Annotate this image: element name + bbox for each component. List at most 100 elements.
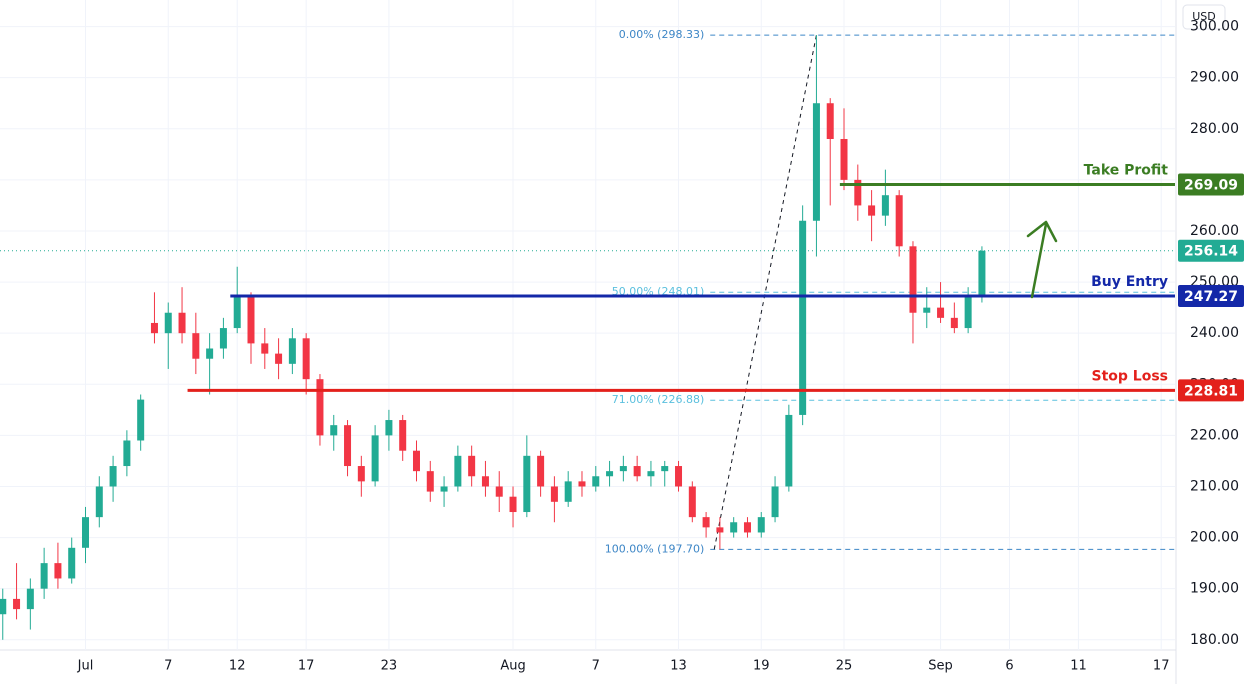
- currency-label: USD: [1192, 10, 1216, 23]
- level-name: Stop Loss: [1092, 368, 1169, 384]
- fib-label: 100.00% (197.70): [605, 542, 705, 555]
- x-tick-label: 13: [670, 659, 687, 674]
- candle-body: [13, 598, 21, 610]
- candle-body: [82, 517, 90, 548]
- candle-body: [688, 486, 696, 518]
- candle-body: [523, 455, 531, 513]
- x-tick-label: 7: [592, 659, 600, 674]
- fib-label: 71.00% (226.88): [612, 393, 705, 406]
- candle-body: [950, 317, 958, 329]
- level-badge-label: 269.09: [1184, 178, 1238, 194]
- level-badge-label: 228.81: [1184, 383, 1238, 399]
- candle-body: [109, 466, 117, 487]
- y-tick-label: 290.00: [1190, 70, 1239, 86]
- candle-body: [495, 486, 503, 497]
- currency-box[interactable]: [1182, 4, 1226, 30]
- candle-body: [178, 312, 186, 334]
- candle-body: [578, 481, 586, 487]
- candle-body: [550, 486, 558, 502]
- candle-body: [344, 425, 352, 467]
- candle-body: [192, 333, 200, 359]
- y-tick-label: 190.00: [1190, 581, 1239, 597]
- fib-label: 0.00% (298.33): [619, 28, 705, 41]
- candle-body: [219, 328, 227, 349]
- candle-body: [440, 486, 448, 492]
- x-tick-label: 11: [1070, 659, 1087, 674]
- candle-body: [399, 420, 407, 451]
- candle-body: [592, 476, 600, 487]
- candle-body: [275, 353, 283, 364]
- candle-body: [619, 466, 627, 472]
- candle-body: [468, 455, 476, 477]
- candle-body: [233, 297, 241, 329]
- candle-body: [812, 103, 820, 221]
- y-tick-label: 200.00: [1190, 530, 1239, 546]
- candle-body: [371, 435, 379, 482]
- candle-body: [633, 466, 641, 477]
- candle-body: [481, 476, 489, 487]
- candle-body: [743, 522, 751, 533]
- candle-body: [54, 563, 62, 579]
- candle-body: [137, 399, 145, 441]
- level-name: Buy Entry: [1091, 274, 1168, 290]
- candle-body: [26, 588, 34, 610]
- candle-body: [606, 471, 614, 477]
- candle-body: [840, 138, 848, 180]
- x-tick-label: 17: [1153, 659, 1170, 674]
- candle-body: [330, 425, 338, 436]
- candle-body: [895, 195, 903, 247]
- candle-body: [716, 527, 724, 533]
- y-tick-label: 280.00: [1190, 121, 1239, 137]
- y-tick-label: 180.00: [1190, 632, 1239, 648]
- candle-body: [206, 348, 214, 359]
- y-tick-label: 210.00: [1190, 478, 1239, 494]
- candle-body: [316, 379, 324, 436]
- candle-body: [675, 466, 683, 487]
- y-tick-label: 220.00: [1190, 427, 1239, 443]
- level-badge: [1178, 285, 1244, 308]
- candle-body: [661, 466, 669, 472]
- candle-body: [937, 307, 945, 318]
- level-badge: [1178, 379, 1244, 402]
- x-tick-label: 19: [753, 659, 770, 674]
- y-tick-label: 260.00: [1190, 223, 1239, 239]
- candle-body: [261, 343, 269, 354]
- candle-body: [537, 455, 545, 487]
- candle-body: [564, 481, 572, 502]
- candle-body: [881, 195, 889, 216]
- last-price-badge: [1178, 239, 1244, 262]
- candle-body: [68, 547, 76, 579]
- candle-body: [95, 486, 103, 518]
- level-name: Take Profit: [1084, 163, 1169, 179]
- x-tick-label: 6: [1005, 659, 1013, 674]
- candle-body: [0, 598, 7, 615]
- candle-body: [923, 307, 931, 313]
- candle-body: [302, 338, 310, 380]
- x-tick-label: 23: [381, 659, 398, 674]
- candle-body: [647, 471, 655, 477]
- candle-body: [288, 338, 296, 364]
- candle-body: [799, 220, 807, 415]
- target-arrow: [1026, 220, 1058, 299]
- x-tick-label: 25: [836, 659, 853, 674]
- x-tick-label: Sep: [928, 659, 953, 674]
- candle-body: [385, 420, 393, 436]
- candle-body: [40, 563, 48, 589]
- candle-body: [509, 496, 517, 513]
- x-tick-label: 12: [229, 659, 246, 674]
- x-tick-label: Aug: [500, 659, 525, 674]
- candle-body: [454, 455, 462, 487]
- candle-body: [826, 103, 834, 139]
- candle-body: [854, 179, 862, 206]
- candle-body: [785, 414, 793, 487]
- candle-body: [123, 440, 131, 467]
- candle-body: [757, 517, 765, 533]
- candle-body: [357, 466, 365, 482]
- candle-body: [909, 246, 917, 313]
- candle-body: [426, 471, 434, 492]
- plot: Jul 7 12 17 23 Aug 7 13 19 25 Sep 6 11 17 180.00 190.00…: [0, 0, 1239, 674]
- candle-body: [702, 517, 710, 528]
- candle-body: [730, 522, 738, 533]
